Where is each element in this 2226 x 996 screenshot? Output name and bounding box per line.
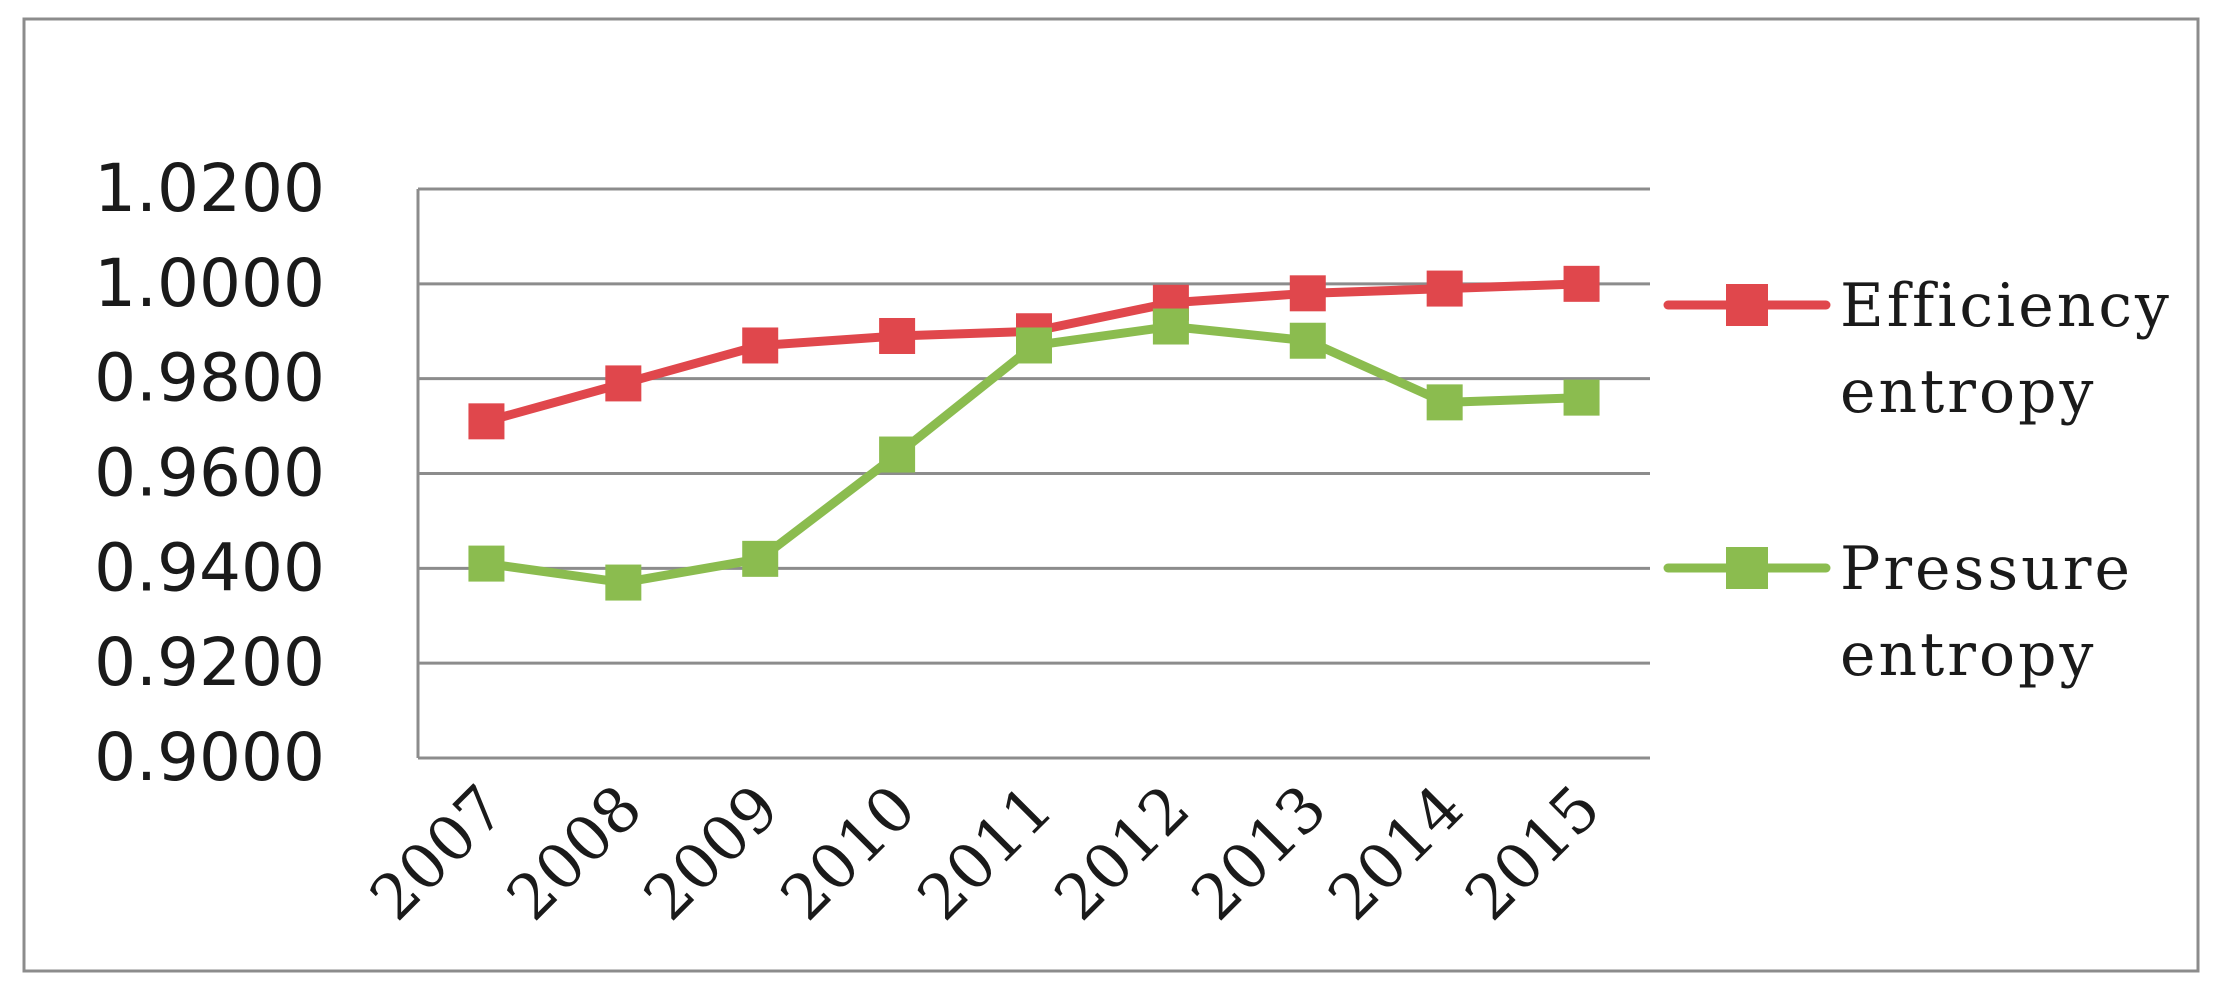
data-point bbox=[1426, 270, 1463, 307]
data-point bbox=[605, 564, 642, 601]
legend-label: Efficiency bbox=[1840, 271, 2172, 341]
legend-marker bbox=[1726, 547, 1768, 589]
y-tick-label: 0.9600 bbox=[94, 435, 325, 512]
legend-label: entropy bbox=[1840, 620, 2096, 690]
data-point bbox=[1289, 275, 1326, 312]
y-tick-label: 1.0200 bbox=[94, 150, 325, 227]
data-point bbox=[879, 436, 916, 473]
data-point bbox=[1152, 308, 1189, 345]
chart-frame bbox=[22, 17, 2200, 973]
data-point bbox=[1563, 379, 1600, 416]
y-axis-tick-labels: 1.0200 1.0000 0.9800 0.9600 0.9400 0.9200 0.90… bbox=[94, 150, 325, 796]
legend-label: entropy bbox=[1840, 357, 2096, 427]
data-point bbox=[1426, 384, 1463, 421]
data-point bbox=[468, 545, 505, 582]
legend-item: Pressure entropy bbox=[1663, 534, 2133, 690]
data-point bbox=[468, 403, 505, 440]
y-tick-label: 0.9400 bbox=[94, 529, 325, 606]
data-point bbox=[879, 317, 916, 354]
legend: Efficiency entropy Pressure entropy bbox=[1663, 271, 2172, 690]
axes bbox=[416, 189, 1650, 760]
data-series bbox=[468, 265, 1600, 601]
y-tick-label: 0.9200 bbox=[94, 624, 325, 701]
y-tick-label: 1.0000 bbox=[94, 245, 325, 322]
legend-item: Efficiency entropy bbox=[1663, 271, 2172, 427]
data-point bbox=[1016, 327, 1052, 364]
data-point bbox=[1563, 265, 1600, 302]
y-tick-label: 0.9800 bbox=[94, 340, 325, 417]
legend-label: Pressure bbox=[1840, 534, 2133, 604]
data-point bbox=[1289, 322, 1326, 359]
data-point bbox=[742, 327, 779, 364]
y-tick-label: 0.9000 bbox=[94, 719, 325, 796]
data-point bbox=[742, 540, 779, 577]
series-1 bbox=[468, 308, 1600, 601]
legend-marker bbox=[1726, 284, 1768, 326]
data-point bbox=[605, 365, 642, 402]
